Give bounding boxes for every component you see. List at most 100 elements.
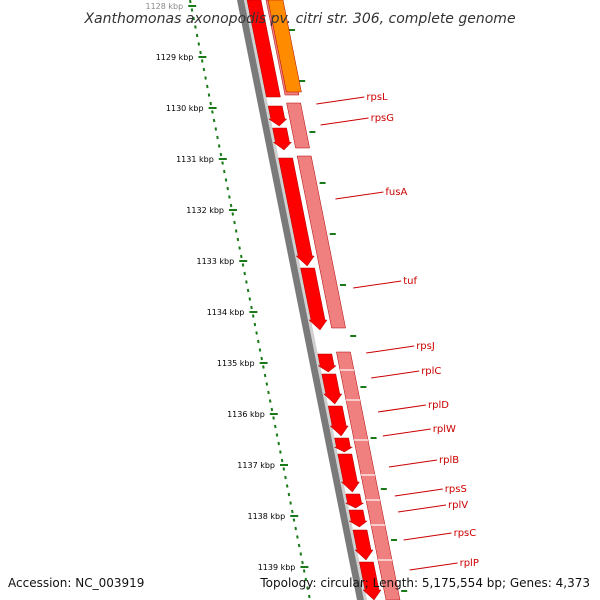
ruler-dot: [224, 178, 228, 182]
ruler-dot: [277, 441, 280, 446]
gene-leader-line: [382, 428, 431, 437]
ruler-dot: [267, 390, 270, 395]
ruler-dot: [279, 450, 282, 454]
gene-leader-line: [320, 117, 369, 126]
gene-arrow: [300, 267, 328, 331]
ruler-dot: [217, 144, 221, 148]
ruler-dot: [206, 84, 209, 89]
kbp-label: 1134 kbp: [207, 308, 245, 317]
ruler-dot: [270, 407, 274, 412]
ruler-dot: [265, 382, 269, 386]
ruler-dot: [299, 552, 303, 556]
gene-leader-line: [377, 404, 427, 413]
ruler-dot: [238, 246, 241, 250]
ruler-dot: [211, 110, 214, 114]
ruler-dot: [240, 254, 243, 259]
ruler-dot: [294, 526, 297, 531]
ruler-dot: [226, 186, 229, 191]
kbp-label: 1129 kbp: [156, 53, 194, 62]
gene-label-rplV: rplV: [448, 500, 468, 511]
gene-top: [246, 0, 281, 98]
ruler-dot: [229, 203, 233, 208]
ruler-dot: [274, 424, 277, 429]
ruler-dot: [192, 16, 195, 21]
ruler-dot: [221, 161, 224, 165]
gene-orange: [267, 0, 302, 93]
ruler-dot: [228, 195, 231, 199]
ruler-dot: [285, 484, 289, 488]
ruler-dot: [207, 93, 211, 97]
backbone-shadow: [244, 0, 367, 600]
cds-segment: [286, 102, 310, 149]
ruler-dot: [258, 348, 262, 352]
ruler-dot: [268, 399, 272, 403]
ruler-dot: [262, 365, 265, 369]
gene-label-rpsC: rpsC: [454, 528, 477, 539]
gene-leader-line: [388, 459, 438, 468]
ruler-dot: [257, 339, 260, 344]
kbp-label: 1137 kbp: [237, 461, 275, 470]
ruler-dot: [197, 42, 201, 46]
gene-leader-line: [371, 370, 420, 379]
kbp-ruler: 1128 kbp 1129 kbp 1130 kbp 1131 kbp 1132 kbp…: [145, 0, 408, 599]
gene-leader-line: [409, 562, 458, 571]
kbp-label: 1133 kbp: [196, 257, 234, 266]
gene-leader-line: [316, 96, 365, 105]
gene-leader-line: [397, 504, 447, 513]
ruler-dot: [280, 458, 284, 463]
ruler-dot: [231, 212, 235, 216]
genome-title: Xanthomonas axonopodis pv. citri str. 30…: [83, 11, 515, 27]
kbp-label: 1139 kbp: [258, 563, 296, 572]
backbone-bar: [237, 0, 364, 600]
gene-leader-line: [394, 488, 443, 497]
gene-arrow: [278, 157, 315, 267]
ruler-dot: [212, 118, 216, 123]
ruler-dot: [250, 305, 253, 310]
gene-arrow: [321, 373, 343, 405]
ruler-dot: [291, 509, 294, 514]
gene-label-rplP: rplP: [460, 558, 479, 569]
ruler-dot: [200, 59, 204, 63]
gene-leader-line: [366, 345, 415, 354]
kbp-label: 1136 kbp: [227, 410, 265, 419]
ruler-dot: [248, 297, 252, 301]
ruler-dot: [301, 560, 304, 565]
ruler-dot: [204, 76, 207, 80]
ruler-dot: [308, 594, 311, 599]
gene-arrow: [272, 127, 293, 151]
ruler-dot: [243, 271, 246, 276]
ruler-dot: [209, 101, 212, 106]
gene-label-fusA: fusA: [385, 187, 407, 198]
ruler-dot: [282, 467, 286, 471]
kbp-label: 1138 kbp: [247, 512, 285, 521]
gene-label-rplW: rplW: [433, 424, 456, 435]
gene-label-tuf: tuf: [403, 276, 417, 287]
ruler-dot: [297, 543, 301, 548]
gene-arrow: [337, 453, 360, 493]
ruler-dot: [241, 263, 245, 267]
ruler-dot: [246, 288, 250, 293]
ruler-dot: [260, 356, 263, 361]
ruler-dot: [306, 586, 309, 590]
ruler-dot: [251, 314, 255, 318]
ruler-dot: [253, 322, 257, 327]
ruler-dot: [189, 0, 192, 4]
ruler-dot: [219, 152, 223, 157]
ruler-dot: [245, 280, 248, 284]
kbp-label: 1130 kbp: [166, 104, 204, 113]
ruler-dot: [263, 373, 267, 378]
gene-arrow: [345, 493, 365, 509]
gene-arrow: [317, 353, 337, 373]
gene-arrow: [348, 509, 368, 528]
kbp-label: 1132 kbp: [186, 206, 224, 215]
gene-leader-line: [353, 280, 402, 289]
ruler-dot: [292, 518, 296, 522]
genome-summary-text: Topology: circular; Length: 5,175,554 bp…: [259, 576, 590, 590]
gene-labels: rpsL rpsG fusA tuf rpsJ rplC rplD rplW rplB rpsS r…: [316, 92, 479, 571]
ruler-dot: [214, 127, 218, 131]
ruler-dot: [202, 67, 206, 72]
gene-label-rpsJ: rpsJ: [416, 341, 435, 352]
gene-leader-line: [403, 532, 452, 541]
gene-label-rpsS: rpsS: [445, 484, 467, 495]
